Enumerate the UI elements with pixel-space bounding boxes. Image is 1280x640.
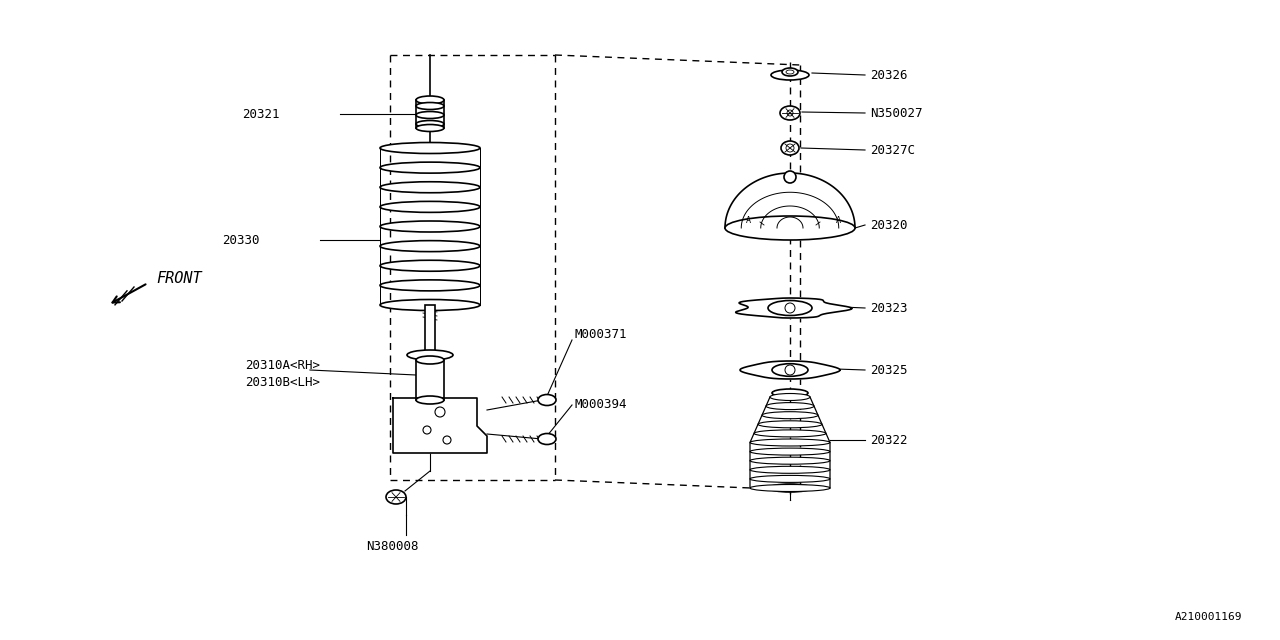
Ellipse shape: [750, 467, 829, 474]
Ellipse shape: [416, 356, 444, 364]
Ellipse shape: [407, 350, 453, 360]
Ellipse shape: [758, 421, 822, 428]
Text: N350027: N350027: [870, 106, 923, 120]
Text: 20321: 20321: [242, 108, 280, 120]
Ellipse shape: [768, 301, 812, 316]
Ellipse shape: [771, 394, 810, 401]
Ellipse shape: [380, 202, 480, 212]
Polygon shape: [724, 173, 855, 228]
Ellipse shape: [416, 96, 444, 104]
Ellipse shape: [380, 241, 480, 252]
Ellipse shape: [769, 484, 812, 492]
Text: 20325: 20325: [870, 364, 908, 376]
Ellipse shape: [772, 389, 808, 397]
Polygon shape: [740, 361, 840, 379]
Ellipse shape: [765, 403, 814, 410]
Ellipse shape: [416, 111, 444, 118]
Ellipse shape: [772, 364, 808, 376]
Text: M000394: M000394: [573, 399, 626, 412]
Ellipse shape: [750, 448, 829, 455]
Text: 20320: 20320: [870, 218, 908, 232]
Ellipse shape: [416, 396, 444, 404]
Text: 20310B<LH>: 20310B<LH>: [244, 376, 320, 388]
Ellipse shape: [380, 143, 480, 154]
Ellipse shape: [754, 430, 826, 437]
Text: N380008: N380008: [366, 541, 419, 554]
Ellipse shape: [771, 70, 809, 80]
Ellipse shape: [538, 433, 556, 445]
Ellipse shape: [780, 106, 800, 120]
FancyBboxPatch shape: [425, 305, 435, 355]
Ellipse shape: [750, 484, 829, 492]
Ellipse shape: [750, 476, 829, 483]
Text: 20322: 20322: [870, 433, 908, 447]
Ellipse shape: [416, 102, 444, 109]
Text: A: A: [836, 216, 841, 225]
Circle shape: [785, 303, 795, 313]
Text: 20326: 20326: [870, 68, 908, 81]
Ellipse shape: [380, 221, 480, 232]
Ellipse shape: [762, 412, 818, 419]
Text: 20323: 20323: [870, 301, 908, 314]
Ellipse shape: [380, 300, 480, 310]
Ellipse shape: [750, 457, 829, 464]
Text: A210001169: A210001169: [1175, 612, 1242, 622]
Ellipse shape: [416, 120, 444, 127]
Text: FRONT: FRONT: [156, 271, 202, 285]
Ellipse shape: [380, 280, 480, 291]
FancyBboxPatch shape: [416, 360, 444, 400]
Ellipse shape: [380, 260, 480, 271]
Ellipse shape: [782, 68, 797, 76]
Ellipse shape: [416, 125, 444, 131]
Ellipse shape: [387, 490, 406, 504]
Ellipse shape: [750, 439, 829, 446]
Ellipse shape: [380, 182, 480, 193]
Polygon shape: [393, 398, 486, 453]
Text: M000371: M000371: [573, 328, 626, 340]
Circle shape: [785, 365, 795, 375]
Circle shape: [785, 171, 796, 183]
Polygon shape: [736, 298, 852, 318]
Ellipse shape: [781, 141, 799, 155]
Ellipse shape: [538, 394, 556, 406]
Ellipse shape: [724, 216, 855, 240]
Ellipse shape: [380, 162, 480, 173]
Text: A: A: [745, 216, 750, 225]
Text: 20330: 20330: [223, 234, 260, 246]
Text: 20310A<RH>: 20310A<RH>: [244, 358, 320, 371]
Text: 20327C: 20327C: [870, 143, 915, 157]
